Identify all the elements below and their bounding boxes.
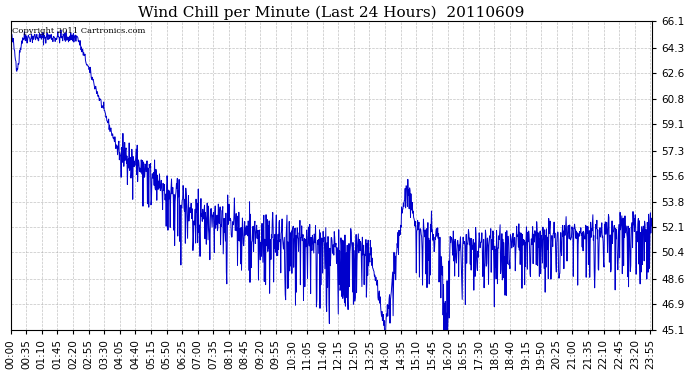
Title: Wind Chill per Minute (Last 24 Hours)  20110609: Wind Chill per Minute (Last 24 Hours) 20… xyxy=(138,6,524,20)
Text: Copyright 2011 Cartronics.com: Copyright 2011 Cartronics.com xyxy=(12,27,145,35)
